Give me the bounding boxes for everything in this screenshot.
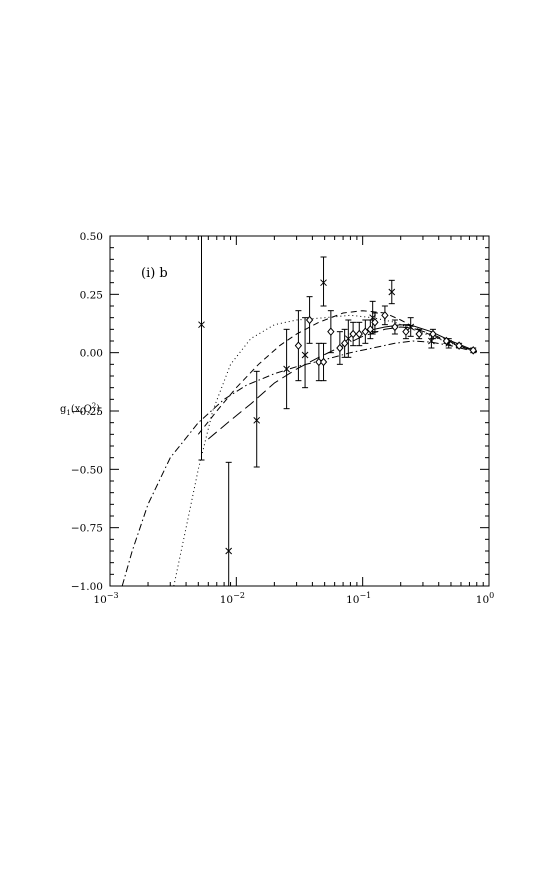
curve-dashed — [197, 310, 477, 435]
diamond-marker — [294, 341, 303, 350]
diamond-marker — [305, 315, 314, 325]
y-axis-label: g1(x,Q2) — [60, 402, 100, 417]
cross-marker — [301, 351, 309, 359]
diamond-marker — [391, 322, 399, 332]
diamond-marker — [327, 327, 335, 336]
curve-solid — [362, 324, 477, 352]
diamond-marker — [340, 339, 349, 348]
diamond-marker — [415, 329, 423, 339]
diamond-marker — [319, 357, 328, 367]
curve-long-dash — [207, 326, 477, 440]
diamond-marker — [469, 346, 477, 355]
plot-frame — [109, 235, 490, 587]
cross-marker — [253, 416, 261, 424]
y-tick-label: −0.75 — [71, 523, 103, 535]
model-curves — [121, 310, 477, 587]
diamond-marker — [402, 327, 410, 336]
axis-ticks — [109, 235, 489, 587]
y-tick-label: −1.00 — [71, 581, 103, 593]
cross-marker — [320, 279, 327, 287]
diamond-marker — [349, 329, 357, 339]
x-tick-label: 100 — [476, 591, 494, 606]
cross-marker — [283, 365, 290, 373]
diamond-marker — [315, 357, 323, 367]
diamond-marker — [366, 325, 374, 334]
diamond-marker — [336, 343, 344, 353]
x-tick-label: 10−2 — [220, 591, 245, 606]
cross-marker — [198, 321, 205, 329]
cross-marker — [388, 288, 396, 296]
x-tick-label: 10−3 — [93, 591, 118, 606]
y-tick-label: 0.00 — [80, 348, 103, 360]
cross-marker — [225, 547, 233, 555]
curve-dotted — [173, 314, 477, 587]
y-tick-label: −0.25 — [71, 406, 103, 418]
diamond-marker — [361, 327, 370, 336]
diamond-marker — [429, 329, 437, 339]
diamond-marker — [455, 341, 463, 350]
panel-label: (i) b — [141, 266, 168, 281]
y-tick-label: 0.50 — [80, 231, 103, 243]
curve-dash-dot — [121, 340, 477, 587]
y-tick-label: 0.25 — [80, 289, 103, 301]
diamond-marker — [381, 311, 389, 320]
x-tick-label: 10−1 — [346, 591, 371, 606]
cross-marker — [344, 335, 352, 343]
diamond-marker — [355, 329, 363, 339]
diamond-marker — [442, 336, 451, 346]
data-points — [198, 236, 477, 586]
y-tick-label: −0.50 — [71, 464, 103, 476]
diamond-marker — [371, 318, 379, 327]
